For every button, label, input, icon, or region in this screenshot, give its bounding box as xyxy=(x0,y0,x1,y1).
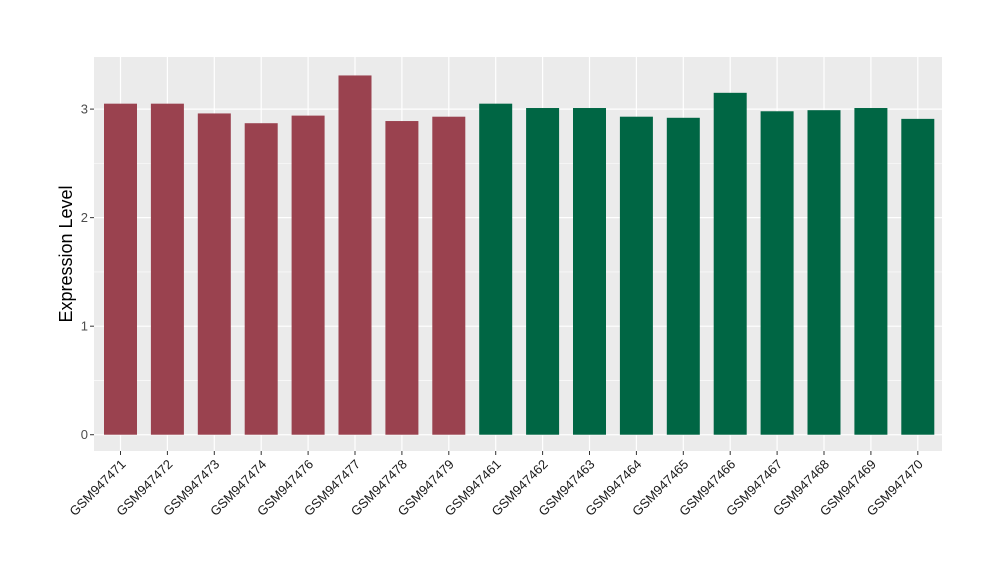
bar-GSM947473 xyxy=(197,113,231,435)
y-axis: 0 1 2 3 xyxy=(81,102,94,442)
bar-GSM947471 xyxy=(104,103,137,435)
bar-GSM947465 xyxy=(666,117,700,435)
y-tick-label: 2 xyxy=(81,210,88,225)
bar-GSM947463 xyxy=(573,108,606,435)
y-tick-label: 3 xyxy=(81,102,88,117)
bar-GSM947478 xyxy=(385,121,419,435)
bar-GSM947474 xyxy=(244,123,278,435)
bar-GSM947467 xyxy=(760,111,794,435)
bar-GSM947462 xyxy=(526,108,560,435)
bar-GSM947469 xyxy=(854,108,888,435)
bar-GSM947464 xyxy=(619,116,653,435)
bar-GSM947472 xyxy=(150,103,184,435)
y-axis-title: Expression Level xyxy=(56,185,76,322)
bar-GSM947470 xyxy=(901,118,935,435)
plot-panel xyxy=(94,57,942,451)
bar-GSM947461 xyxy=(479,103,513,435)
bar-GSM947477 xyxy=(338,75,372,435)
bar-GSM947466 xyxy=(713,92,747,435)
bar-GSM947468 xyxy=(807,110,841,435)
bar-GSM947479 xyxy=(432,116,466,435)
bar-GSM947476 xyxy=(291,115,325,435)
bars-layer xyxy=(104,75,935,435)
y-tick-label: 1 xyxy=(81,319,88,334)
x-axis: GSM947471GSM947472GSM947473GSM947474GSM9… xyxy=(66,451,926,519)
y-tick-label: 0 xyxy=(81,427,88,442)
